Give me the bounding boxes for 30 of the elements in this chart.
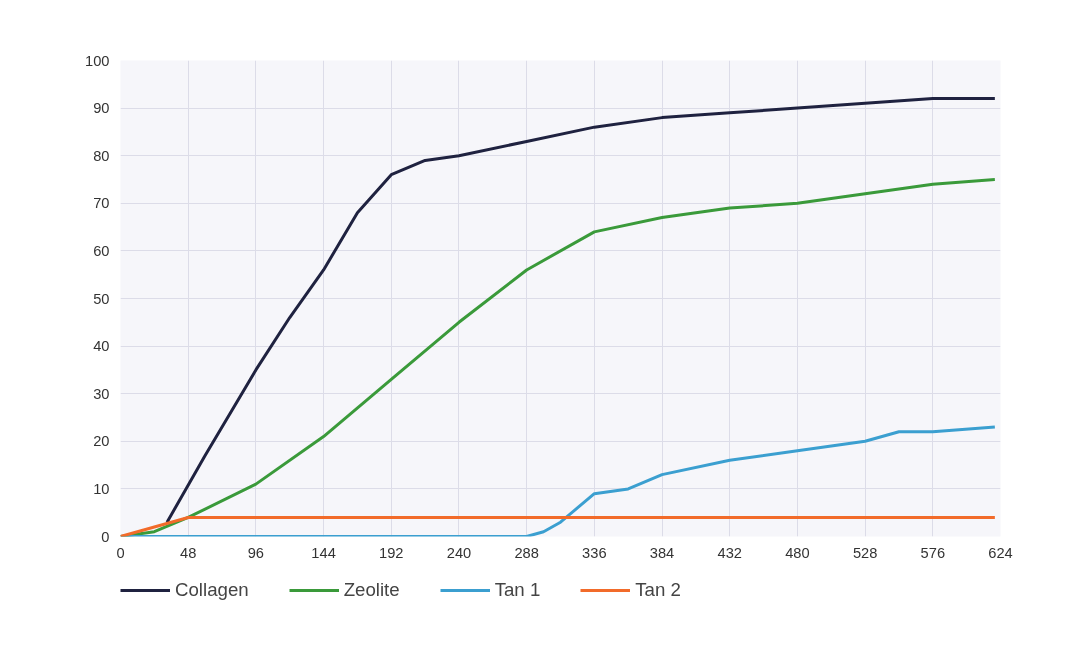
x-tick-label: 384 — [649, 544, 675, 561]
y-tick-label: 80 — [93, 147, 110, 164]
y-tick-label: 40 — [93, 338, 110, 355]
legend-label: Tan 1 — [494, 579, 541, 601]
y-tick-label: 90 — [93, 100, 110, 117]
line-series — [165, 97, 997, 524]
y-tick-label: 20 — [93, 433, 110, 450]
y-tick-label: 100 — [85, 52, 110, 69]
y-tick-label: 50 — [93, 290, 110, 307]
y-tick-label: 60 — [93, 242, 110, 259]
x-tick-label: 96 — [247, 544, 265, 561]
legend-label: Tan 2 — [635, 579, 681, 601]
y-tick-label: 10 — [93, 480, 110, 497]
x-tick-label: 624 — [988, 544, 1013, 561]
x-tick-label: 144 — [311, 544, 336, 561]
y-tick-label: 30 — [93, 385, 110, 402]
y-tick-label: 70 — [93, 195, 110, 212]
x-tick-label: 336 — [582, 544, 607, 561]
x-tick-label: 288 — [514, 544, 539, 561]
x-tick-label: 240 — [446, 544, 472, 561]
x-tick-label: 480 — [785, 544, 810, 561]
x-tick-label: 528 — [852, 544, 878, 561]
legend-label: Collagen — [175, 579, 249, 601]
x-tick-label: 0 — [116, 544, 125, 561]
legend-label: Zeolite — [343, 579, 400, 601]
x-tick-label: 48 — [180, 544, 197, 561]
x-tick-label: 192 — [379, 544, 404, 561]
y-tick-label: 0 — [101, 528, 110, 545]
x-tick-label: 576 — [920, 544, 946, 561]
x-tick-label: 432 — [717, 544, 742, 561]
